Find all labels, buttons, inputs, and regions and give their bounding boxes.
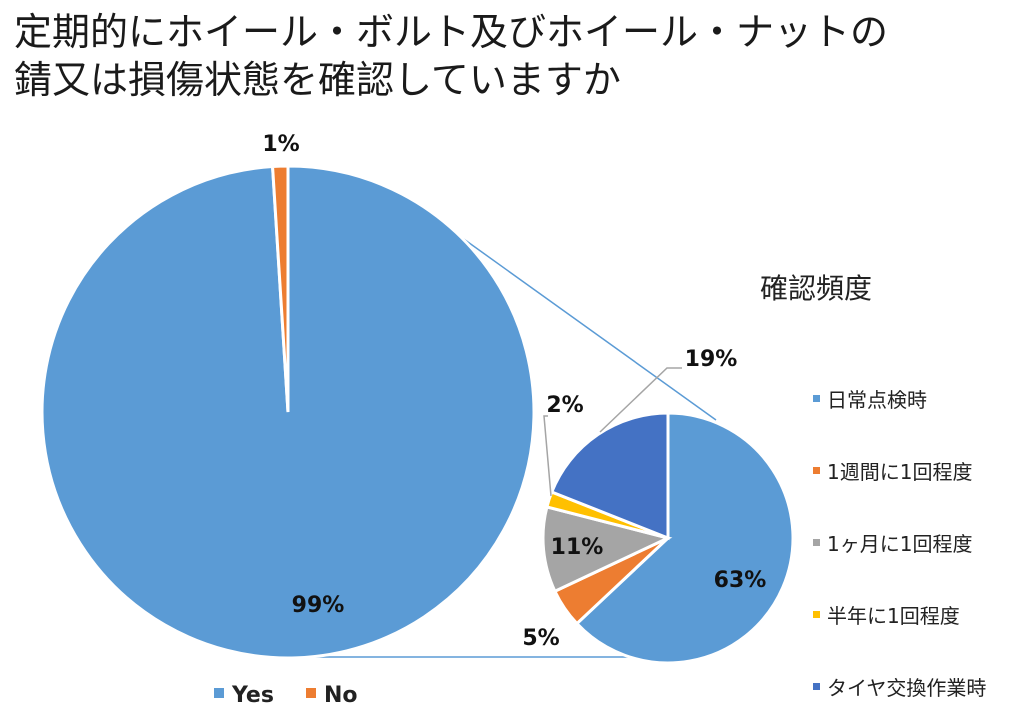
legend-label-no[interactable]: No xyxy=(324,683,358,708)
legend-marker-2 xyxy=(813,539,820,546)
legend-marker-1 xyxy=(813,467,820,474)
label-sub-2: 11% xyxy=(551,535,604,560)
chart-title-line-1: 定期的にホイール・ボルト及びホイール・ナットの xyxy=(14,10,889,54)
main-slice-1[interactable] xyxy=(270,164,290,413)
label-sub-0: 63% xyxy=(714,568,767,593)
chart-title: 定期的にホイール・ボルト及びホイール・ナットの 錆又は損傷状態を確認していますか xyxy=(14,8,888,104)
legend-marker-0 xyxy=(813,395,820,402)
label-sub-4: 19% xyxy=(685,347,738,372)
sub-slice-0[interactable] xyxy=(574,411,795,665)
sub-pie-title: 確認頻度 xyxy=(760,272,872,305)
legend-marker-no xyxy=(306,688,316,698)
label-no: 1% xyxy=(262,132,299,157)
label-yes: 99% xyxy=(292,593,345,618)
legend-label-1[interactable]: 1週間に1回程度 xyxy=(827,460,972,484)
legend-marker-3 xyxy=(813,611,820,618)
connector-line-top xyxy=(439,221,717,421)
legend-label-0[interactable]: 日常点検時 xyxy=(827,388,927,412)
connector-lines xyxy=(290,221,717,658)
sub-slice-4[interactable] xyxy=(549,411,670,541)
label-sub-1: 5% xyxy=(522,626,559,651)
data-labels: 99% 1% 63% 5% 11% 2% 19% xyxy=(262,132,766,651)
legend-label-yes[interactable]: Yes xyxy=(231,683,274,708)
legend-label-2[interactable]: 1ヶ月に1回程度 xyxy=(827,532,972,556)
legend-bottom: Yes No xyxy=(214,683,358,708)
legend-marker-yes xyxy=(214,688,224,698)
sub-pie xyxy=(541,411,795,665)
legend-label-4[interactable]: タイヤ交換作業時 xyxy=(827,676,986,700)
leader-line-2 xyxy=(543,415,552,497)
legend-label-3[interactable]: 半年に1回程度 xyxy=(827,604,960,628)
leader-line-19 xyxy=(599,367,682,433)
sub-slice-2[interactable] xyxy=(541,505,673,594)
main-pie xyxy=(40,164,536,660)
legend-marker-4 xyxy=(813,683,820,690)
label-sub-3: 2% xyxy=(546,393,583,418)
chart-title-line-2: 錆又は損傷状態を確認していますか xyxy=(14,58,621,102)
